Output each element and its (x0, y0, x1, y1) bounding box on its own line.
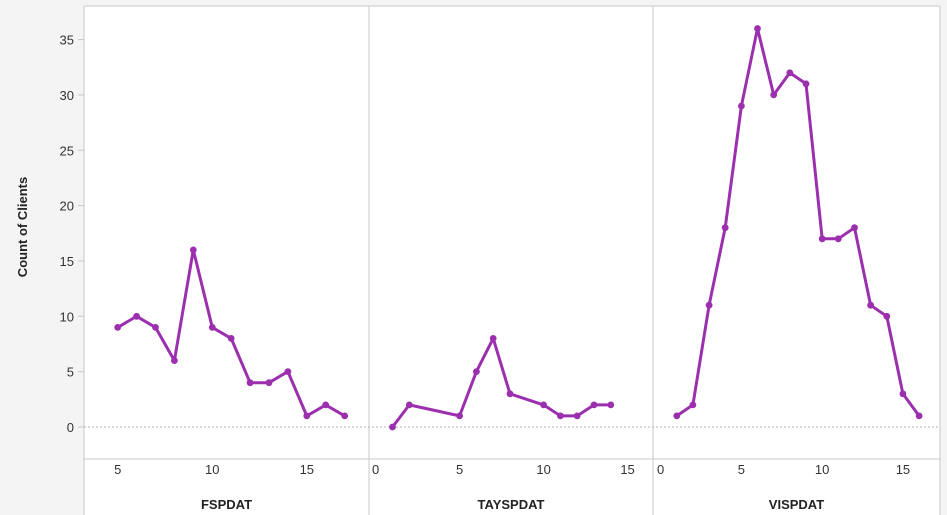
chart-frame (83, 5, 941, 515)
y-tick-label: 0 (67, 420, 74, 435)
data-point[interactable] (284, 368, 292, 375)
data-point[interactable] (265, 379, 273, 387)
x-tick-label: 15 (620, 462, 634, 477)
data-point[interactable] (673, 412, 681, 420)
data-point[interactable] (227, 335, 235, 342)
data-point[interactable] (883, 312, 891, 320)
y-tick-label: 15 (60, 254, 74, 269)
y-tick-label: 20 (60, 199, 74, 214)
plot-background (84, 6, 940, 515)
x-tick-label: 10 (815, 462, 829, 477)
data-point[interactable] (489, 335, 497, 342)
x-tick-label: 10 (536, 462, 550, 477)
data-point[interactable] (818, 235, 826, 243)
data-point[interactable] (867, 301, 874, 309)
data-point[interactable] (557, 412, 564, 420)
y-tick-label: 30 (60, 88, 74, 103)
data-point[interactable] (721, 224, 729, 232)
panel-title: FSPDAT (201, 497, 252, 512)
y-tick-label: 10 (60, 309, 74, 324)
data-point[interactable] (899, 390, 907, 398)
data-point[interactable] (786, 69, 794, 77)
y-axis: 0 5 10 15 20 25 30 35 (60, 33, 84, 435)
x-tick-label: 15 (896, 462, 910, 477)
panel-title: VISPDAT (769, 497, 824, 512)
panels: 5 10 15 FSPDAT 0 5 10 15 TAYSPDAT 0 5 10 15 VISPDAT (114, 25, 923, 512)
data-point[interactable] (246, 379, 254, 387)
panel-vispdat: 0 5 10 15 VISPDAT (657, 25, 923, 512)
x-tick-label: 0 (657, 462, 664, 477)
data-point[interactable] (607, 401, 615, 409)
data-point[interactable] (303, 412, 311, 420)
x-tick-label: 5 (114, 462, 121, 477)
panel-fspdat: 5 10 15 FSPDAT (114, 246, 349, 512)
data-point[interactable] (915, 412, 923, 420)
data-point[interactable] (738, 102, 745, 110)
data-point[interactable] (171, 357, 178, 364)
data-point[interactable] (506, 390, 514, 398)
x-tick-label: 5 (456, 462, 463, 477)
data-point[interactable] (540, 401, 547, 409)
data-point[interactable] (341, 412, 349, 420)
x-tick-label: 5 (738, 462, 745, 477)
data-point[interactable] (152, 324, 159, 331)
x-tick-label: 15 (300, 462, 314, 477)
series-line (675, 27, 921, 418)
data-point[interactable] (770, 91, 778, 99)
data-point[interactable] (834, 235, 842, 243)
y-tick-label: 5 (67, 365, 74, 380)
data-point[interactable] (189, 246, 197, 254)
data-point[interactable] (133, 312, 141, 320)
data-point[interactable] (322, 401, 330, 409)
y-axis-title: Count of Clients (15, 177, 30, 277)
y-tick-label: 35 (60, 33, 74, 48)
data-point[interactable] (114, 324, 122, 331)
panel-tayspdat: 0 5 10 15 TAYSPDAT (372, 335, 635, 512)
data-point[interactable] (851, 224, 858, 232)
data-point[interactable] (473, 368, 480, 375)
data-point[interactable] (389, 423, 396, 431)
x-tick-label: 0 (372, 462, 379, 477)
data-point[interactable] (208, 324, 216, 331)
x-tick-label: 10 (205, 462, 219, 477)
data-point[interactable] (705, 301, 713, 309)
data-point[interactable] (405, 401, 413, 409)
y-tick-label: 25 (60, 143, 74, 158)
data-point[interactable] (689, 401, 697, 409)
data-point[interactable] (754, 25, 761, 32)
panel-title: TAYSPDAT (478, 497, 545, 512)
data-point[interactable] (590, 401, 598, 409)
data-point[interactable] (456, 412, 463, 420)
data-point[interactable] (802, 80, 810, 88)
data-point[interactable] (573, 412, 581, 420)
